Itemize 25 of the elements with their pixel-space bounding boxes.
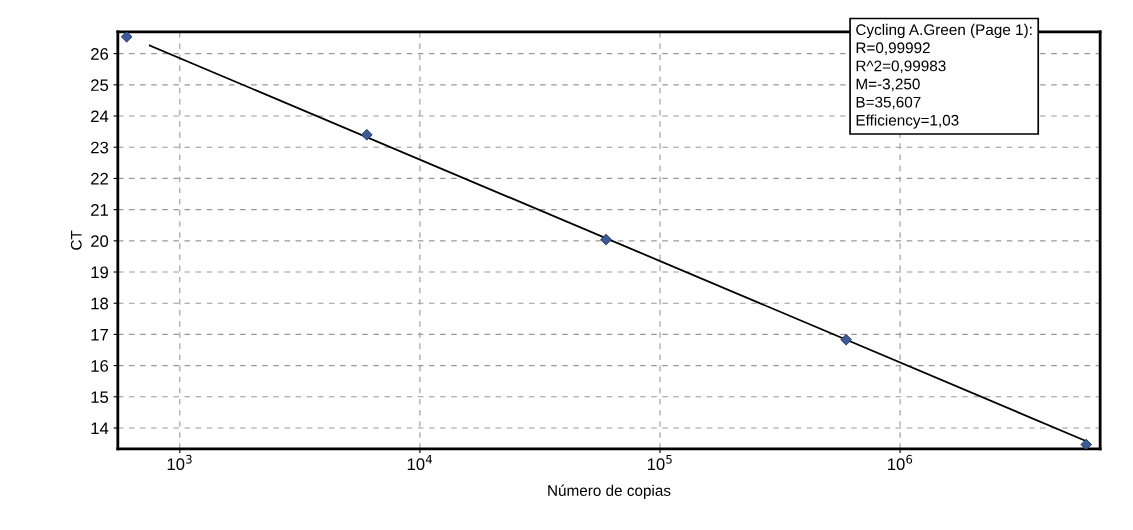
y-tick-label: 25 — [91, 79, 109, 92]
y-tick-label: 24 — [91, 110, 109, 123]
y-tick-label: 22 — [91, 172, 108, 185]
annotation: B=35,607 — [856, 96, 921, 110]
y-tick-label: 15 — [91, 391, 109, 404]
annotation: M=-3,250 — [856, 78, 920, 92]
y-tick-label: 21 — [91, 204, 108, 216]
y-axis-title: CT — [70, 230, 82, 250]
annotation: R^2=0,99983 — [856, 60, 946, 74]
x-tick-label: 10$^{3}$ — [167, 454, 192, 471]
y-tick-label: 20 — [91, 235, 109, 248]
annotation: Efficiency=1,03 — [856, 114, 959, 129]
y-tick-label: 23 — [91, 141, 109, 154]
annotation: R=0,99992 — [856, 42, 930, 55]
annotation: Cycling A.Green (Page 1): — [856, 23, 1032, 39]
y-tick-label: 17 — [91, 328, 108, 341]
x-tick-label: 10$^{6}$ — [888, 454, 913, 471]
y-tick-label: 26 — [91, 48, 109, 60]
y-tick-label: 19 — [91, 266, 109, 279]
x-tick-label: 10$^{5}$ — [647, 455, 672, 471]
y-tick-label: 14 — [91, 422, 109, 435]
y-tick-label: 16 — [91, 360, 109, 372]
y-tick-label: 18 — [91, 297, 109, 310]
x-tick-label: 10$^{4}$ — [407, 455, 433, 471]
x-axis-title: Número de copias — [548, 484, 671, 500]
